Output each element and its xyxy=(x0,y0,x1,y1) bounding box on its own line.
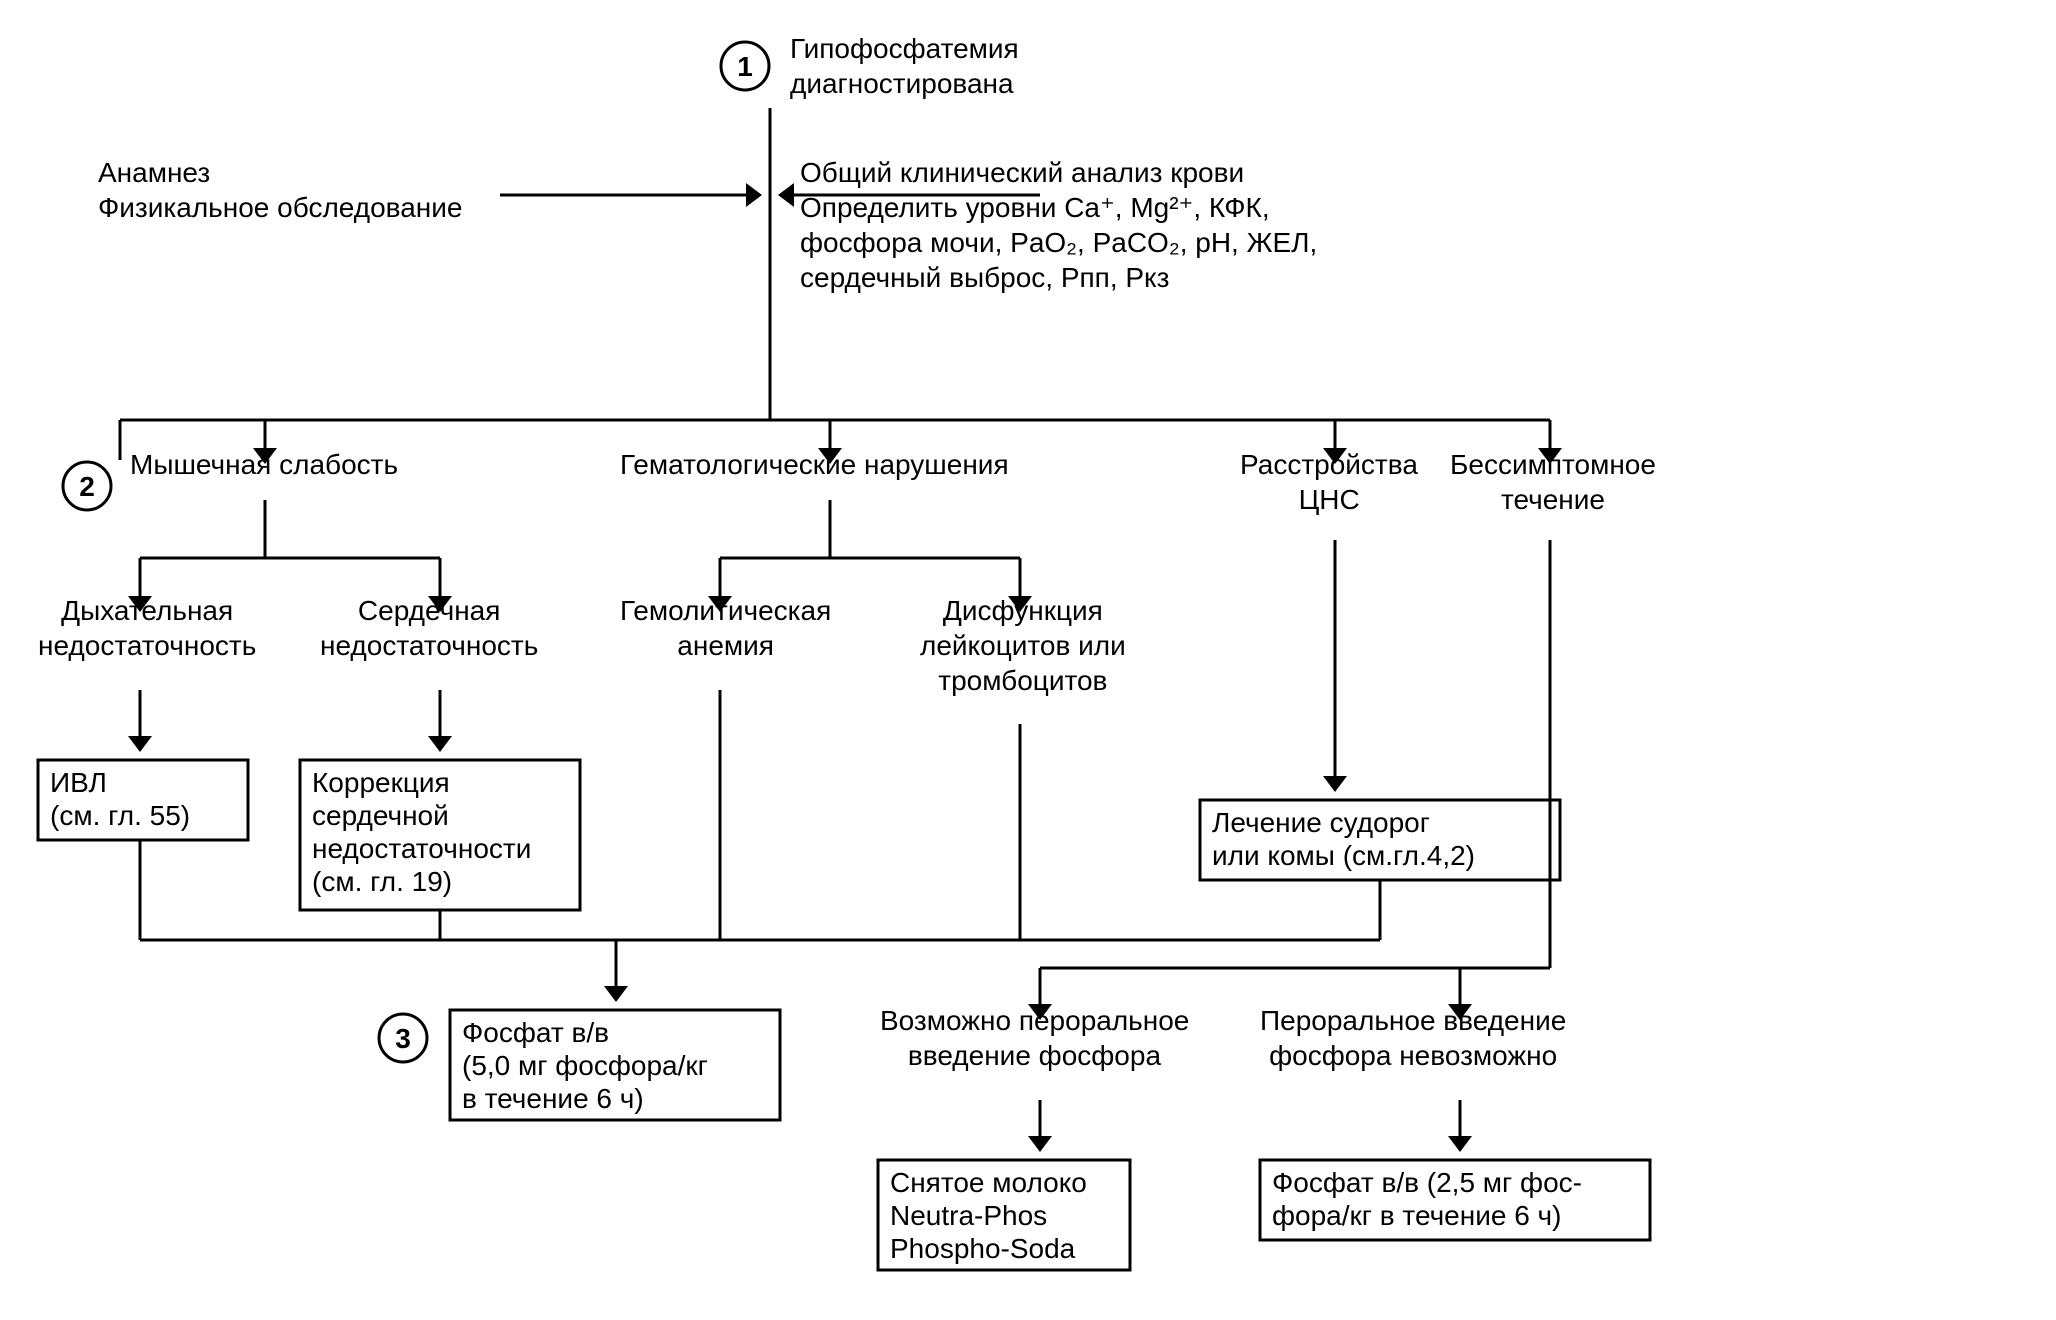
b-ivl: ИВЛ(см. гл. 55) xyxy=(38,760,248,840)
arrowhead xyxy=(428,736,452,752)
n-cardiac-line-0: Сердечная xyxy=(358,595,501,626)
arrowhead xyxy=(746,183,762,207)
b-seizure: Лечение судорогили комы (см.гл.4,2) xyxy=(1200,800,1560,880)
b-ivphos2: Фосфат в/в (2,5 мг фос-фора/кг в течение… xyxy=(1260,1160,1650,1240)
n-resp-line-0: Дыхательная xyxy=(61,595,233,626)
n-anamnesis: Анамнез Физикальное обследование xyxy=(98,157,462,223)
n-lab-line-2: фосфора мочи, PaO₂, PaCO₂, pH, ЖЕЛ, xyxy=(800,227,1317,258)
arrowhead xyxy=(1323,776,1347,792)
b-ivphos-line-0: Фосфат в/в xyxy=(462,1017,609,1048)
n-oralq-line-1: введение фосфора xyxy=(908,1040,1162,1071)
n-lab-line-3: сердечный выброс, Pпп, Pкз xyxy=(800,262,1169,293)
n-muscle-line-0: Мышечная слабость xyxy=(130,449,398,480)
flowchart-canvas: 1 2 3 Гипофосфатемия диагностирована Анамнез Ф… xyxy=(0,0,2056,1320)
n-lab-line-0: Общий клинический анализ крови xyxy=(800,157,1244,188)
step-marker-label-1: 1 xyxy=(737,51,753,82)
n-asymp-line-0: Бессимптомное xyxy=(1450,449,1656,480)
b-ivphos2-line-0: Фосфат в/в (2,5 мг фос- xyxy=(1272,1167,1582,1198)
n-hema-line-0: Гематологические нарушения xyxy=(620,449,1009,480)
n-leuko: Дисфункция лейкоцитов или тромбоцитов xyxy=(920,595,1126,696)
arrowhead xyxy=(778,183,794,207)
n-hemolytic: Гемолитическая анемия xyxy=(620,595,831,661)
n-asymp-line-1: течение xyxy=(1501,484,1605,515)
n-resp-line-1: недостаточность xyxy=(38,630,256,661)
n-asymp: Бессимптомное течение xyxy=(1450,449,1656,515)
n-hemolytic-line-0: Гемолитическая xyxy=(620,595,831,626)
n-nooral-line-0: Пероральное введение xyxy=(1260,1005,1566,1036)
arrowhead xyxy=(604,986,628,1002)
b-ivphos-line-1: (5,0 мг фосфора/кг xyxy=(462,1050,708,1081)
arrowhead xyxy=(1028,1136,1052,1152)
n-lab-line-1: Определить уровни Ca⁺, Mg²⁺, КФК, xyxy=(800,192,1270,223)
b-oral-line-2: Phospho-Soda xyxy=(890,1233,1076,1264)
n-title-line-0: Гипофосфатемия xyxy=(790,33,1019,64)
b-chf-line-1: сердечной xyxy=(312,800,449,831)
b-ivphos: Фосфат в/в(5,0 мг фосфора/кгв течение 6 … xyxy=(450,1010,780,1120)
n-lab: Общий клинический анализ крови Определить… xyxy=(800,157,1317,293)
step-marker-label-3: 3 xyxy=(395,1023,411,1054)
n-hemolytic-line-1: анемия xyxy=(677,630,774,661)
n-anamnesis-line-0: Анамнез xyxy=(98,157,210,188)
n-cns-line-0: Расстройства xyxy=(1240,449,1418,480)
n-title-line-1: диагностирована xyxy=(790,68,1014,99)
n-cardiac-line-1: недостаточность xyxy=(320,630,538,661)
n-cardiac: Сердечная недостаточность xyxy=(320,595,538,661)
arrowhead xyxy=(1448,1136,1472,1152)
n-resp: Дыхательная недостаточность xyxy=(38,595,256,661)
b-oral-line-0: Снятое молоко xyxy=(890,1167,1087,1198)
n-leuko-line-0: Дисфункция xyxy=(943,595,1103,626)
n-cns: Расстройства ЦНС xyxy=(1240,449,1418,515)
b-ivl-line-1: (см. гл. 55) xyxy=(50,800,190,831)
n-cns-line-1: ЦНС xyxy=(1299,484,1360,515)
arrowhead xyxy=(128,736,152,752)
n-hema: Гематологические нарушения xyxy=(620,449,1009,480)
b-oral-line-1: Neutra-Phos xyxy=(890,1200,1047,1231)
n-oralq-line-0: Возможно пероральное xyxy=(880,1005,1189,1036)
b-seizure-line-1: или комы (см.гл.4,2) xyxy=(1212,840,1475,871)
n-nooral-line-1: фосфора невозможно xyxy=(1269,1040,1557,1071)
b-chf-line-2: недостаточности xyxy=(312,833,531,864)
b-ivphos2-line-1: фора/кг в течение 6 ч) xyxy=(1272,1200,1561,1231)
n-leuko-line-1: лейкоцитов или xyxy=(920,630,1126,661)
n-anamnesis-line-1: Физикальное обследование xyxy=(98,192,462,223)
n-nooral: Пероральное введение фосфора невозможно xyxy=(1260,1005,1566,1071)
n-muscle: Мышечная слабость xyxy=(130,449,398,480)
n-leuko-line-2: тромбоцитов xyxy=(938,665,1107,696)
n-oralq: Возможно пероральное введение фосфора xyxy=(880,1005,1189,1071)
b-oral: Снятое молокоNeutra-PhosPhospho-Soda xyxy=(878,1160,1130,1270)
b-chf-line-3: (см. гл. 19) xyxy=(312,866,452,897)
b-chf: Коррекциясердечнойнедостаточности(см. гл… xyxy=(300,760,580,910)
b-ivl-line-0: ИВЛ xyxy=(50,767,107,798)
step-marker-label-2: 2 xyxy=(79,471,95,502)
b-ivphos-line-2: в течение 6 ч) xyxy=(462,1083,644,1114)
b-chf-line-0: Коррекция xyxy=(312,767,450,798)
b-seizure-line-0: Лечение судорог xyxy=(1212,807,1430,838)
n-title: Гипофосфатемия диагностирована xyxy=(790,33,1019,99)
